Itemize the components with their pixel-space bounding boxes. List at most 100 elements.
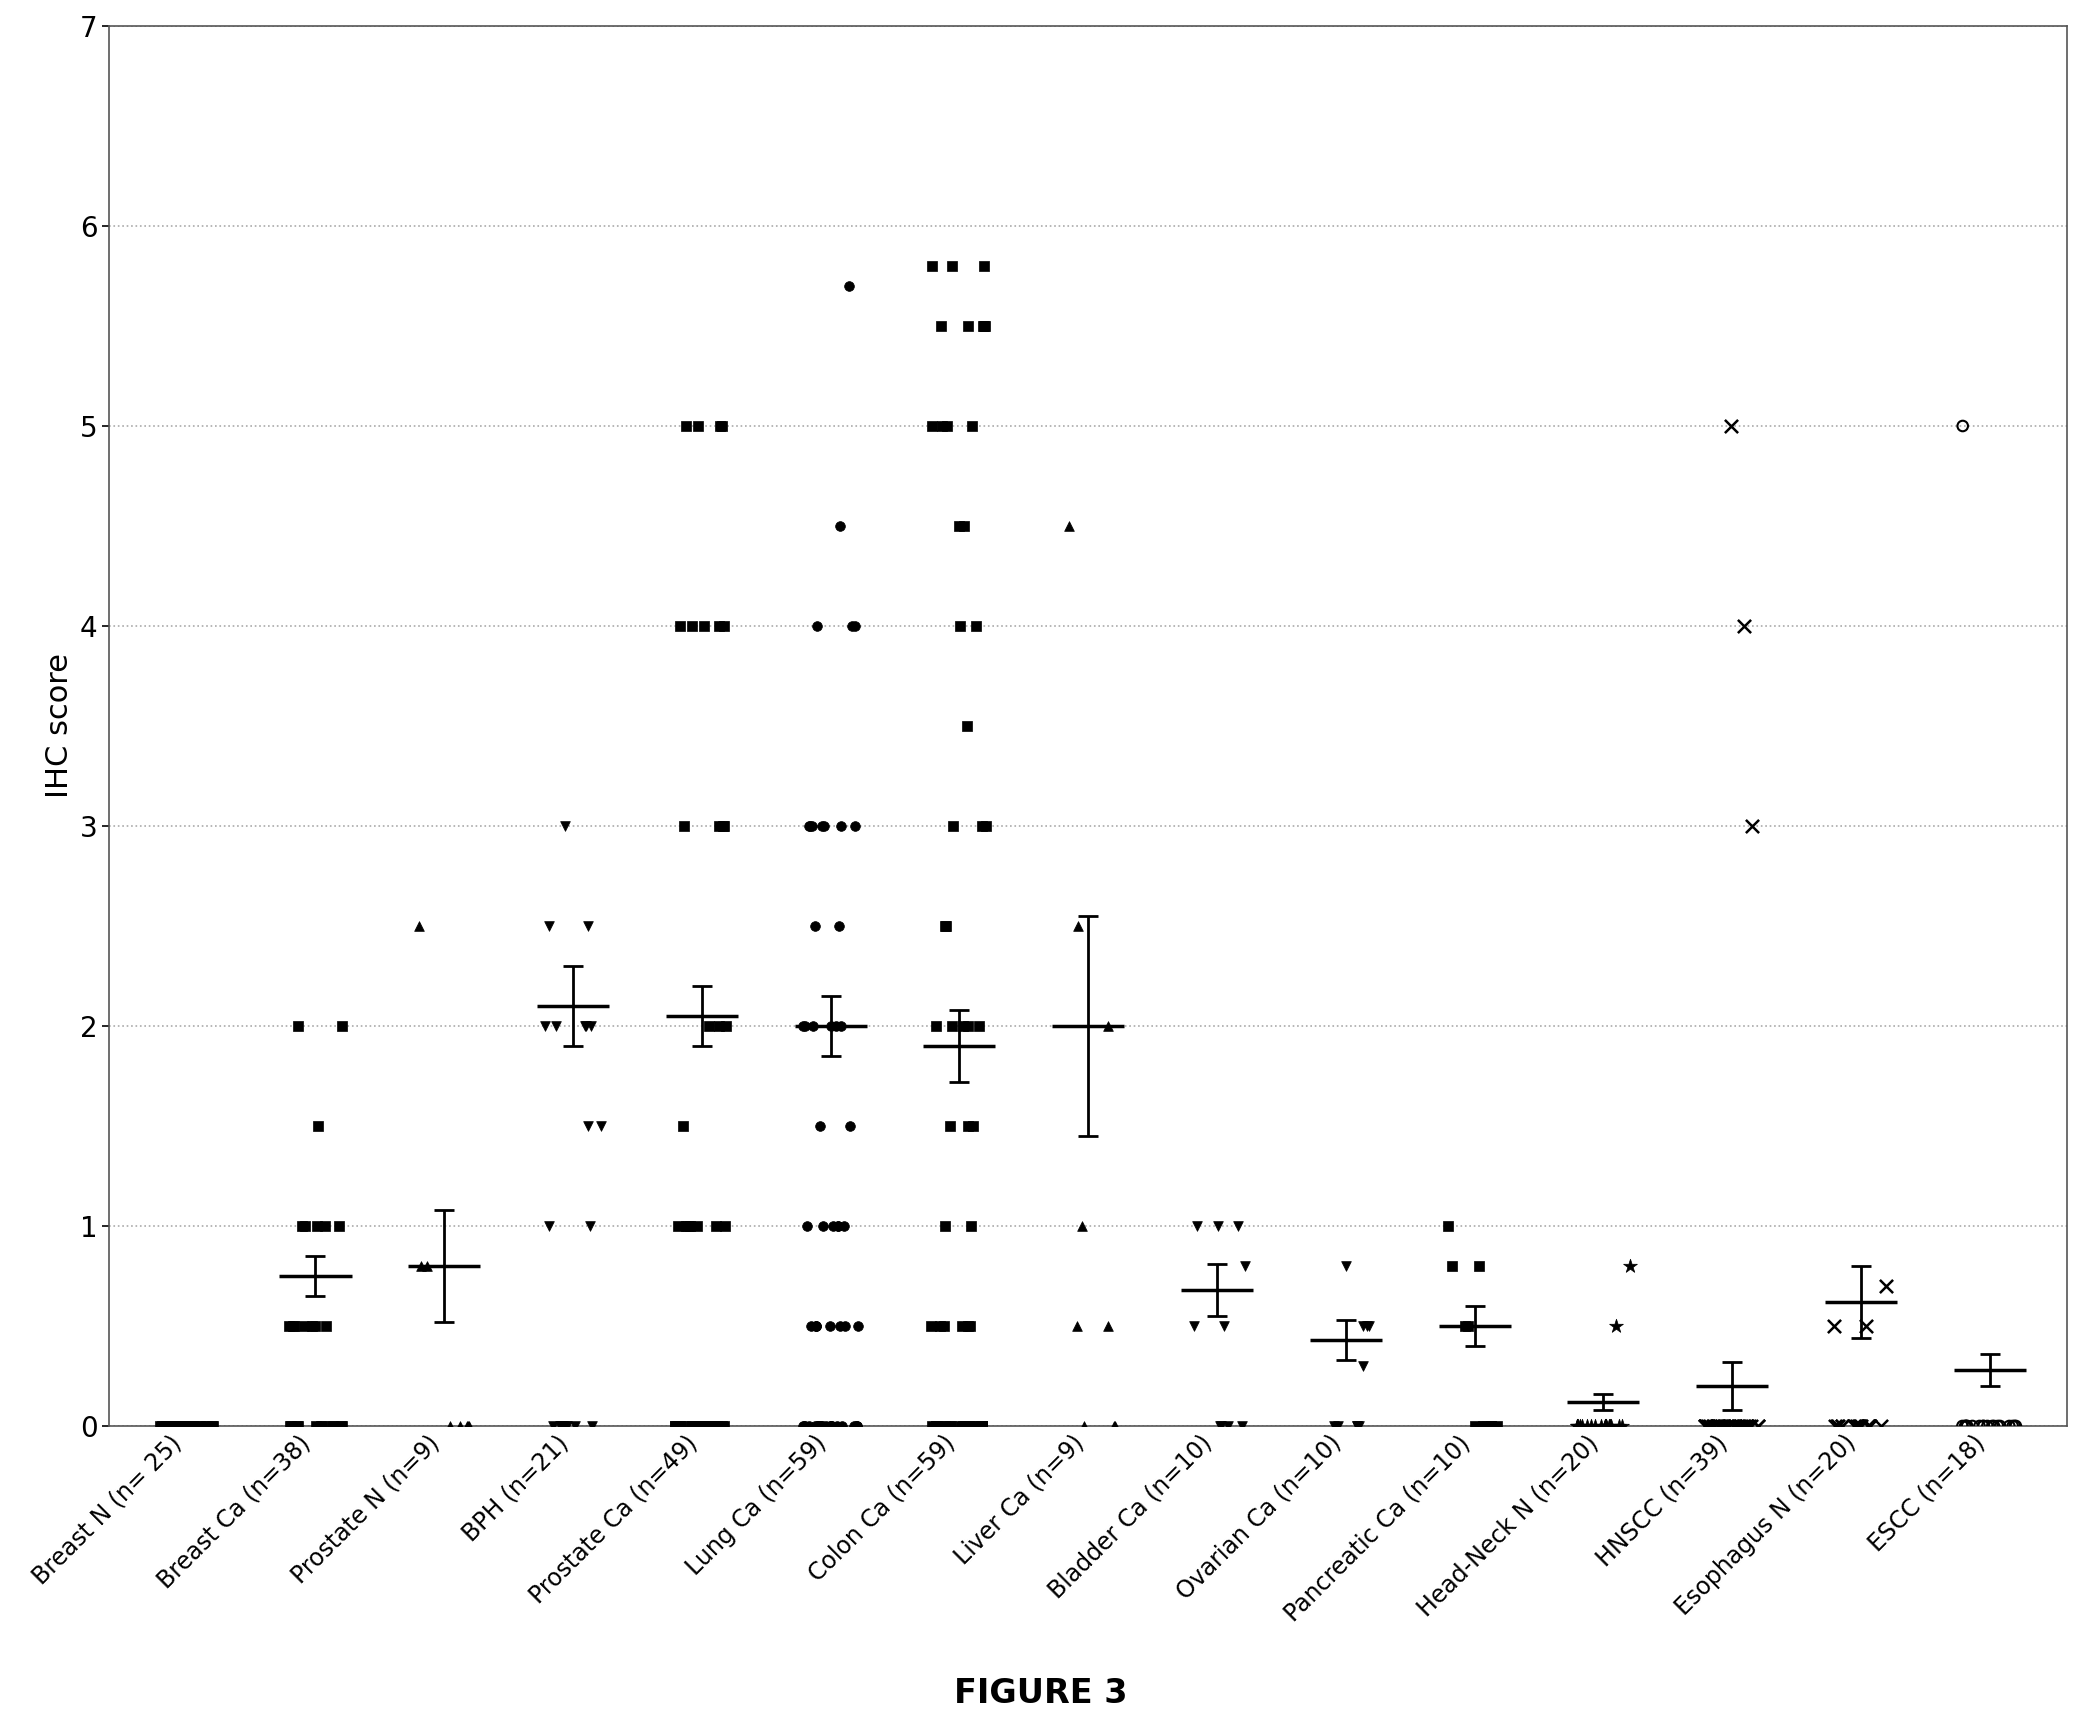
Point	[681, 413, 714, 440]
Point	[814, 1413, 847, 1440]
Point	[443, 1413, 477, 1440]
Point	[1457, 1413, 1491, 1440]
Point	[708, 1413, 741, 1440]
Point	[167, 1413, 200, 1440]
Point	[1711, 1413, 1745, 1440]
Point	[1578, 1413, 1611, 1440]
Point	[1728, 611, 1761, 639]
Point	[152, 1413, 185, 1440]
Point	[945, 1313, 979, 1340]
Point	[787, 1413, 820, 1440]
Point	[700, 1413, 733, 1440]
Point	[947, 1012, 981, 1040]
Point	[916, 413, 949, 440]
Point	[929, 912, 962, 939]
Point	[926, 1313, 960, 1340]
Point	[949, 712, 983, 739]
Point	[1062, 912, 1095, 939]
Point	[196, 1413, 229, 1440]
Point	[693, 1413, 727, 1440]
Point	[1997, 1413, 2030, 1440]
Point	[548, 812, 581, 839]
Point	[1691, 1413, 1724, 1440]
Point	[833, 273, 866, 300]
Point	[806, 1413, 839, 1440]
Point	[1228, 1252, 1262, 1280]
Point	[949, 1413, 983, 1440]
Point	[154, 1413, 187, 1440]
Point	[1818, 1413, 1851, 1440]
Point	[450, 1413, 483, 1440]
Point	[839, 611, 872, 639]
Point	[1853, 1413, 1886, 1440]
Point	[1730, 1413, 1763, 1440]
Point	[1851, 1413, 1884, 1440]
Y-axis label: IHC score: IHC score	[46, 653, 75, 798]
Point	[1091, 1012, 1124, 1040]
Point	[452, 1413, 485, 1440]
Point	[820, 1413, 854, 1440]
Point	[1462, 1252, 1495, 1280]
Point	[1947, 1413, 1980, 1440]
Point	[966, 1413, 999, 1440]
Point	[693, 1413, 727, 1440]
Point	[533, 1212, 566, 1240]
Point	[1992, 1413, 2026, 1440]
Point	[1208, 1313, 1241, 1340]
Point	[933, 1112, 966, 1140]
Point	[1840, 1413, 1874, 1440]
Point	[658, 1413, 691, 1440]
Point	[666, 1112, 700, 1140]
Point	[183, 1413, 217, 1440]
Point	[1709, 1413, 1743, 1440]
Point	[192, 1413, 225, 1440]
Point	[708, 1212, 741, 1240]
Point	[1976, 1413, 2009, 1440]
Point	[1434, 1252, 1468, 1280]
Point	[662, 1212, 695, 1240]
Point	[670, 1212, 704, 1240]
Point	[310, 1313, 344, 1340]
Point	[1728, 1413, 1761, 1440]
Point	[1949, 1413, 1982, 1440]
Point	[802, 1413, 835, 1440]
Point	[822, 1212, 856, 1240]
Point	[1322, 1413, 1355, 1440]
Point	[662, 611, 695, 639]
Point	[298, 1313, 331, 1340]
Point	[1451, 1313, 1484, 1340]
Point	[1865, 1413, 1899, 1440]
Point	[693, 1012, 727, 1040]
Point	[1728, 1413, 1761, 1440]
Point	[966, 313, 999, 340]
Point	[1203, 1413, 1237, 1440]
Point	[962, 1012, 995, 1040]
Point	[951, 1413, 985, 1440]
Point	[277, 1313, 310, 1340]
Point	[1853, 1413, 1886, 1440]
Point	[1222, 1212, 1255, 1240]
Point	[658, 1413, 691, 1440]
Point	[837, 1413, 870, 1440]
Point	[1589, 1413, 1622, 1440]
Point	[945, 1413, 979, 1440]
Point	[281, 1413, 314, 1440]
Point	[1562, 1413, 1595, 1440]
Point	[300, 1413, 333, 1440]
Point	[1068, 1413, 1101, 1440]
Point	[964, 1413, 997, 1440]
Point	[1713, 413, 1747, 440]
Point	[575, 1413, 608, 1440]
Point	[920, 1012, 954, 1040]
Point	[175, 1413, 208, 1440]
Point	[1212, 1413, 1245, 1440]
Point	[1474, 1413, 1507, 1440]
Point	[668, 812, 702, 839]
Point	[158, 1413, 192, 1440]
Point	[1097, 1413, 1131, 1440]
Point	[670, 413, 704, 440]
Point	[958, 1413, 991, 1440]
Point	[325, 1413, 358, 1440]
Point	[573, 912, 606, 939]
Point	[968, 313, 1001, 340]
